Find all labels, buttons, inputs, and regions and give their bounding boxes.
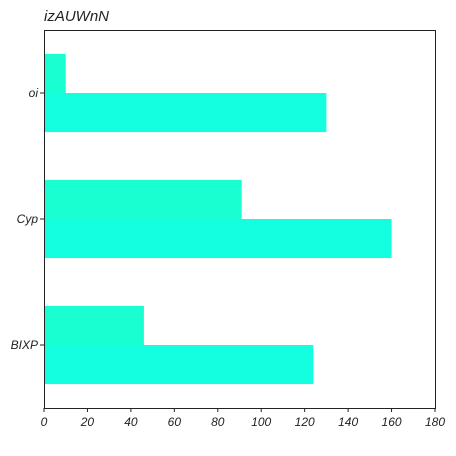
y-axis: oi Cyp BIXP [11,86,44,352]
x-tick-label-140: 140 [338,415,358,429]
bar-cyp-series-1 [44,219,392,259]
x-tick-label-120: 120 [295,415,315,429]
y-tick-label-cyp: Cyp [17,212,39,226]
bar-bixp-series-2 [44,305,144,345]
x-tick-label-40: 40 [124,415,138,429]
plot-frame [44,30,436,409]
bars-group [44,53,392,385]
chart-title: izAUWnN [44,8,109,25]
bar-oi-series-1 [44,93,327,133]
x-tick-label-160: 160 [382,415,402,429]
bar-bixp-series-1 [44,345,314,385]
x-tick-label-80: 80 [211,415,225,429]
y-tick-label-oi: oi [29,86,39,100]
x-tick-label-0: 0 [41,415,48,429]
x-tick-label-180: 180 [425,415,445,429]
x-axis: 0 20 40 60 80 100 120 140 160 180 [41,408,445,429]
x-tick-label-100: 100 [251,415,271,429]
x-tick-label-60: 60 [168,415,182,429]
bar-cyp-series-2 [44,179,242,219]
y-tick-label-bixp: BIXP [11,338,38,352]
x-tick-label-20: 20 [80,415,95,429]
bar-oi-series-2 [44,53,66,93]
